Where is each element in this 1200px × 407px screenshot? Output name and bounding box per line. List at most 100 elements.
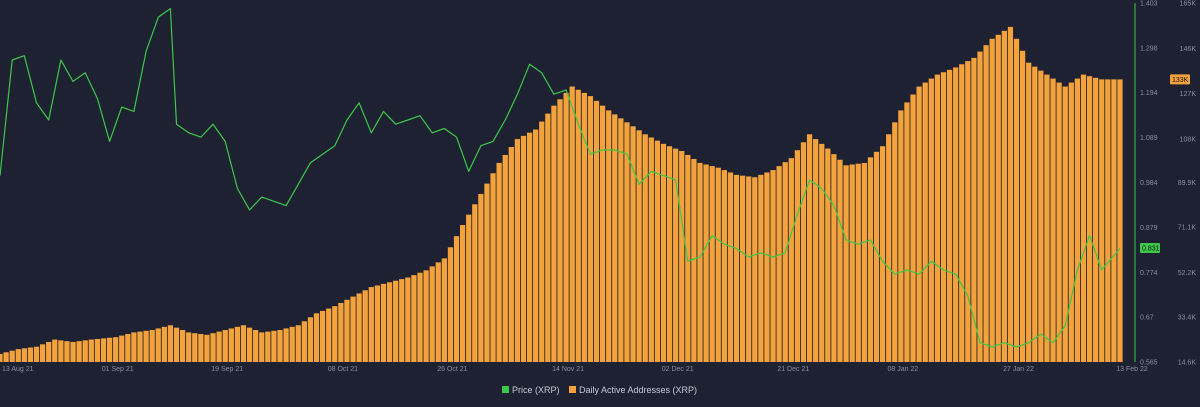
address-bar [612, 114, 618, 362]
address-tick-label: 71.1K [1178, 225, 1197, 232]
address-bar [259, 332, 265, 362]
address-bar [514, 139, 521, 362]
price-tick-label: 0.984 [1140, 180, 1158, 187]
address-bar [466, 214, 472, 362]
legend-swatch-addresses [569, 386, 576, 393]
address-bar [143, 330, 149, 362]
address-tick-label: 33.4K [1178, 315, 1197, 322]
address-bar [356, 293, 362, 362]
address-bar [405, 277, 411, 362]
address-bar [1038, 70, 1044, 362]
x-tick-label: 02 Dec 21 [662, 366, 694, 373]
address-bar [709, 166, 715, 362]
address-bar [472, 204, 478, 362]
address-bar [904, 102, 910, 363]
address-bar [965, 61, 971, 362]
price-tick-label: 0.565 [1140, 360, 1158, 367]
address-bar [161, 326, 167, 362]
address-bar [380, 283, 387, 362]
address-bar [338, 302, 344, 362]
address-bar [533, 129, 539, 362]
address-bar [551, 105, 557, 362]
address-bar [569, 86, 575, 362]
address-bar [490, 173, 496, 362]
address-bar [928, 78, 934, 362]
address-tick-label: 89.9K [1178, 180, 1197, 187]
address-bar [934, 74, 941, 363]
price-current-tag: 0.831 [1140, 243, 1160, 253]
address-bar [399, 279, 405, 362]
price-tick-label: 1.403 [1140, 1, 1158, 8]
address-bar [721, 170, 727, 362]
address-bar [374, 285, 381, 362]
x-tick-label: 08 Jan 22 [888, 366, 919, 373]
address-bar [1068, 82, 1074, 362]
address-bar [1086, 76, 1093, 362]
price-tick-label: 1.194 [1140, 90, 1158, 97]
address-bar [131, 332, 137, 362]
address-bar [478, 193, 484, 362]
x-tick-label: 19 Sep 21 [211, 366, 243, 373]
legend-item-addresses[interactable]: Daily Active Addresses (XRP) [569, 385, 697, 395]
x-tick-label: 27 Jan 22 [1003, 366, 1034, 373]
address-bar [307, 317, 314, 362]
address-bar [831, 154, 837, 362]
price-current-tag-label: 0.831 [1142, 246, 1160, 253]
address-bar [15, 349, 21, 362]
address-bar [825, 148, 831, 362]
address-bar [898, 110, 904, 362]
address-bar [119, 335, 125, 362]
address-bar [393, 280, 399, 362]
address-bar [1044, 74, 1050, 363]
price-axis: 0.565 0.67 0.774 0.879 0.984 1.089 1.194 1.298 1… [1140, 1, 1158, 367]
address-bar [873, 151, 880, 362]
address-bar [813, 139, 819, 362]
x-tick-label: 13 Aug 21 [2, 366, 34, 373]
address-bar [502, 154, 508, 362]
address-bar [849, 164, 855, 362]
address-bar [800, 142, 807, 362]
address-bar [76, 341, 82, 362]
address-bar [703, 164, 709, 362]
address-bar [0, 353, 3, 362]
legend-swatch-price [502, 386, 509, 393]
address-bar [173, 327, 180, 362]
price-tick-label: 0.67 [1140, 315, 1154, 322]
legend-label-addresses: Daily Active Addresses (XRP) [579, 385, 697, 395]
address-bar [113, 337, 119, 362]
address-bar [892, 122, 898, 362]
address-bar [277, 330, 283, 362]
address-bar [770, 170, 776, 362]
address-bar [593, 100, 600, 363]
address-bar [557, 99, 563, 363]
legend-item-price[interactable]: Price (XRP) [502, 385, 560, 395]
address-bar [21, 348, 27, 362]
address-bar [319, 310, 326, 362]
address-bar [149, 330, 155, 362]
address-bar [526, 132, 533, 362]
address-bar [46, 341, 52, 362]
address-bar [618, 118, 624, 363]
address-bar [210, 333, 216, 362]
price-line [0, 8, 1121, 348]
address-bar [362, 290, 368, 362]
address-tick-label: 52.2K [1178, 270, 1197, 277]
address-bar [9, 350, 15, 362]
address-bar [1001, 30, 1007, 362]
address-bar [484, 183, 490, 362]
price-tick-label: 1.298 [1140, 46, 1158, 53]
address-bar [715, 167, 721, 362]
address-bar [234, 326, 241, 362]
address-bar [837, 159, 843, 362]
address-bar [453, 236, 460, 362]
address-bar [204, 334, 210, 362]
address-bar [417, 272, 423, 362]
address-axis: 14.6K 33.4K 52.2K 71.1K 89.9K 108K 127K 146K 165… [1178, 1, 1197, 367]
address-bar [666, 146, 673, 362]
address-bar [167, 325, 174, 362]
address-bar [82, 340, 88, 362]
address-bar [746, 176, 752, 362]
address-bar [867, 157, 874, 362]
address-bar [344, 299, 350, 362]
